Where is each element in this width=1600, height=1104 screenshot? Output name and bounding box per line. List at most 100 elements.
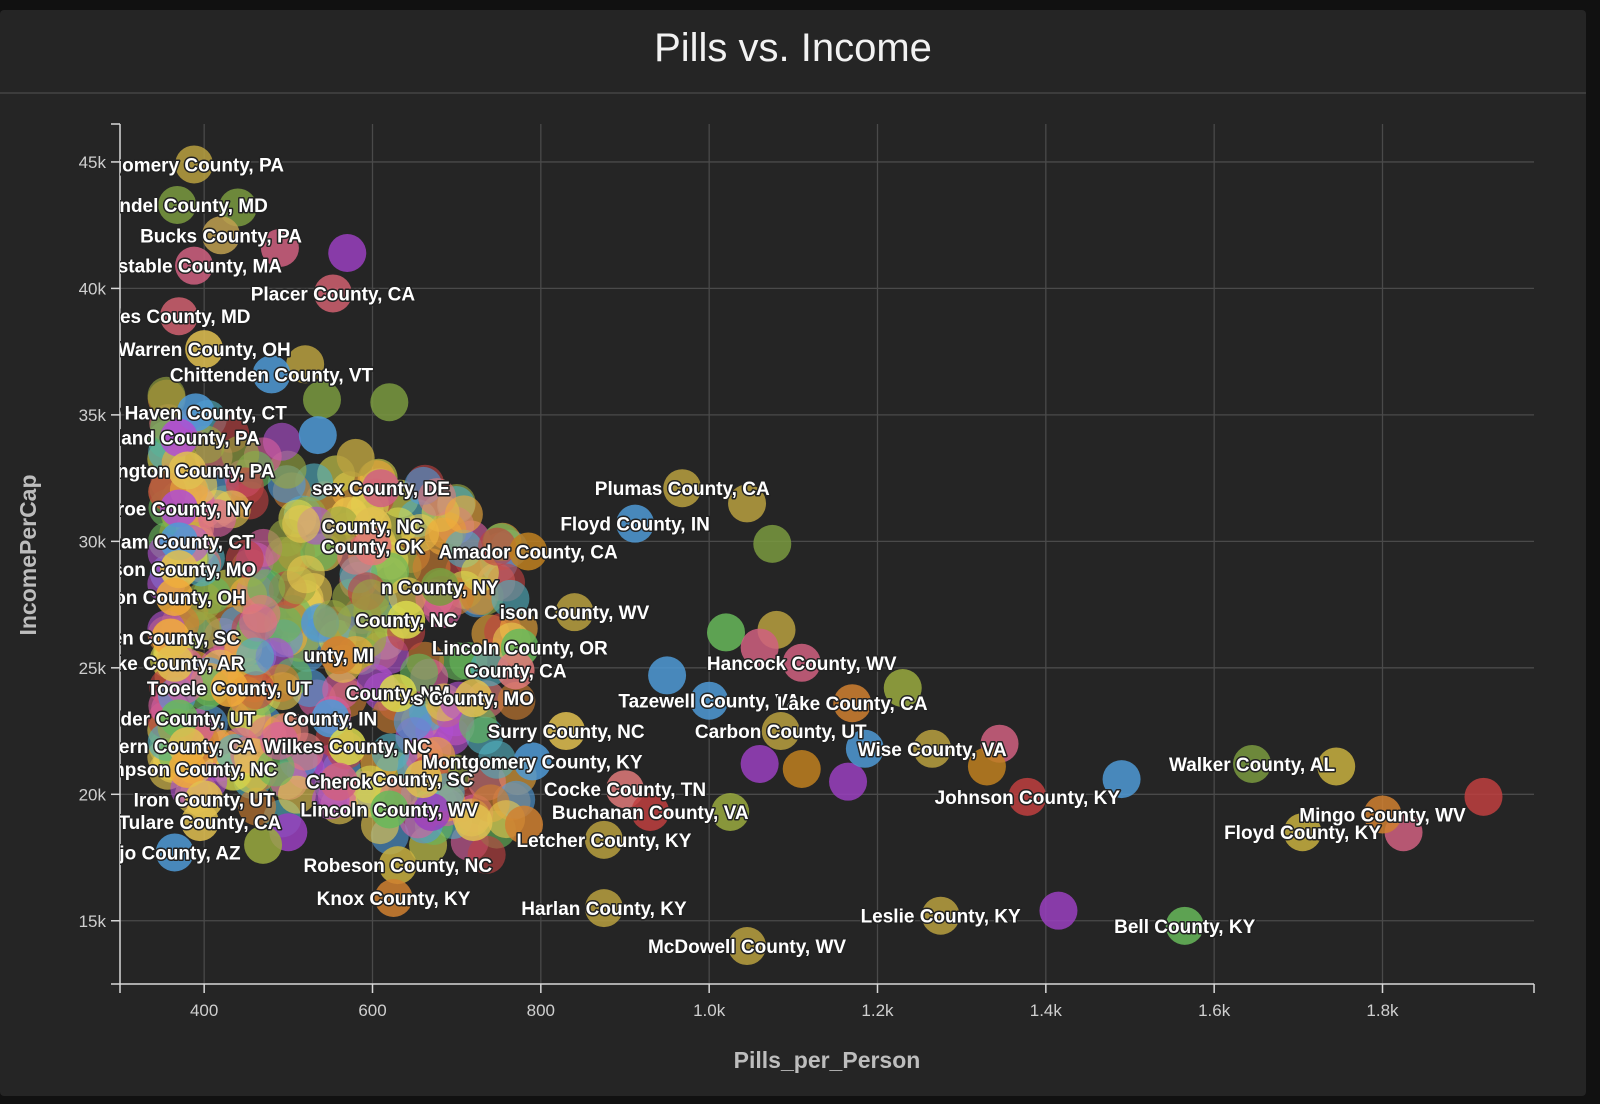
data-point[interactable]: [782, 750, 821, 788]
data-point[interactable]: [319, 762, 358, 801]
data-point[interactable]: [260, 228, 299, 267]
data-point[interactable]: [370, 383, 409, 422]
data-point[interactable]: [833, 684, 872, 723]
data-point[interactable]: [404, 760, 442, 799]
data-point[interactable]: [371, 733, 410, 772]
data-point[interactable]: [361, 469, 400, 508]
data-point[interactable]: [303, 380, 341, 419]
data-point[interactable]: [728, 484, 767, 523]
data-point[interactable]: [374, 879, 413, 917]
data-point[interactable]: [155, 578, 194, 616]
data-point[interactable]: [509, 532, 548, 571]
data-point[interactable]: [616, 504, 655, 543]
data-point[interactable]: [648, 656, 687, 695]
data-point[interactable]: [1233, 744, 1272, 783]
data-point[interactable]: [444, 495, 483, 534]
data-point[interactable]: [351, 579, 390, 618]
data-point[interactable]: [1317, 747, 1356, 786]
data-point[interactable]: [313, 274, 352, 313]
data-point[interactable]: [496, 651, 535, 690]
data-point[interactable]: [1165, 906, 1204, 945]
data-point[interactable]: [497, 681, 536, 720]
data-point[interactable]: [155, 833, 194, 872]
data-point[interactable]: [353, 527, 392, 566]
data-point[interactable]: [555, 593, 594, 632]
data-point[interactable]: [225, 539, 264, 578]
data-point[interactable]: [175, 145, 214, 184]
data-point[interactable]: [175, 246, 214, 285]
data-point[interactable]: [387, 600, 426, 639]
data-point[interactable]: [311, 699, 350, 738]
data-point[interactable]: [584, 820, 623, 859]
data-point[interactable]: [631, 793, 670, 831]
data-point[interactable]: [913, 729, 952, 768]
data-point[interactable]: [782, 643, 821, 682]
data-point[interactable]: [491, 579, 530, 618]
data-point[interactable]: [185, 330, 224, 369]
data-point[interactable]: [547, 712, 586, 751]
data-point[interactable]: [711, 793, 750, 831]
data-point[interactable]: [478, 527, 517, 566]
data-point[interactable]: [393, 702, 432, 741]
data-point[interactable]: [883, 669, 922, 708]
data-point[interactable]: [198, 499, 237, 538]
data-point[interactable]: [829, 762, 868, 801]
data-point[interactable]: [663, 469, 702, 508]
data-point[interactable]: [320, 506, 359, 545]
data-point[interactable]: [1464, 777, 1503, 816]
data-point[interactable]: [277, 775, 316, 814]
data-point[interactable]: [845, 729, 884, 768]
data-point[interactable]: [606, 770, 644, 809]
data-point[interactable]: [1363, 795, 1402, 834]
data-point[interactable]: [740, 744, 779, 783]
data-point[interactable]: [236, 637, 275, 676]
data-point[interactable]: [1102, 760, 1141, 799]
data-point[interactable]: [740, 628, 779, 667]
data-point[interactable]: [921, 896, 960, 935]
data-point[interactable]: [967, 747, 1006, 786]
data-point[interactable]: [328, 234, 367, 272]
data-point[interactable]: [180, 803, 219, 842]
data-point[interactable]: [505, 805, 543, 844]
data-point[interactable]: [336, 438, 375, 477]
data-point[interactable]: [439, 642, 478, 681]
data-point[interactable]: [454, 679, 493, 718]
data-point[interactable]: [513, 742, 552, 781]
data-point[interactable]: [210, 669, 249, 708]
data-point[interactable]: [286, 345, 325, 384]
data-point[interactable]: [159, 522, 198, 561]
data-point[interactable]: [319, 636, 358, 675]
data-point[interactable]: [761, 712, 800, 751]
data-point[interactable]: [467, 835, 506, 874]
data-point[interactable]: [1039, 891, 1078, 930]
data-point[interactable]: [298, 416, 337, 455]
data-point[interactable]: [728, 927, 767, 966]
data-point[interactable]: [370, 790, 409, 829]
data-point[interactable]: [328, 727, 367, 766]
data-point[interactable]: [1008, 777, 1047, 816]
data-point[interactable]: [238, 787, 277, 826]
data-point[interactable]: [158, 185, 197, 224]
data-point[interactable]: [378, 846, 417, 885]
data-point[interactable]: [244, 825, 283, 864]
data-point[interactable]: [218, 188, 257, 227]
data-point[interactable]: [155, 643, 194, 682]
data-point[interactable]: [584, 889, 623, 928]
data-point[interactable]: [477, 740, 516, 779]
data-point[interactable]: [202, 216, 240, 255]
data-point[interactable]: [1283, 813, 1322, 852]
data-point[interactable]: [252, 355, 291, 394]
data-point[interactable]: [168, 451, 207, 490]
data-point[interactable]: [159, 550, 198, 589]
data-point[interactable]: [412, 793, 451, 831]
data-point[interactable]: [260, 721, 299, 760]
data-point[interactable]: [378, 674, 417, 713]
data-point[interactable]: [159, 489, 198, 528]
data-point[interactable]: [690, 681, 729, 720]
data-point[interactable]: [420, 567, 459, 606]
data-point[interactable]: [221, 435, 260, 474]
data-point[interactable]: [168, 750, 207, 788]
data-point[interactable]: [454, 803, 493, 842]
data-point[interactable]: [313, 599, 352, 638]
data-point[interactable]: [286, 555, 325, 594]
